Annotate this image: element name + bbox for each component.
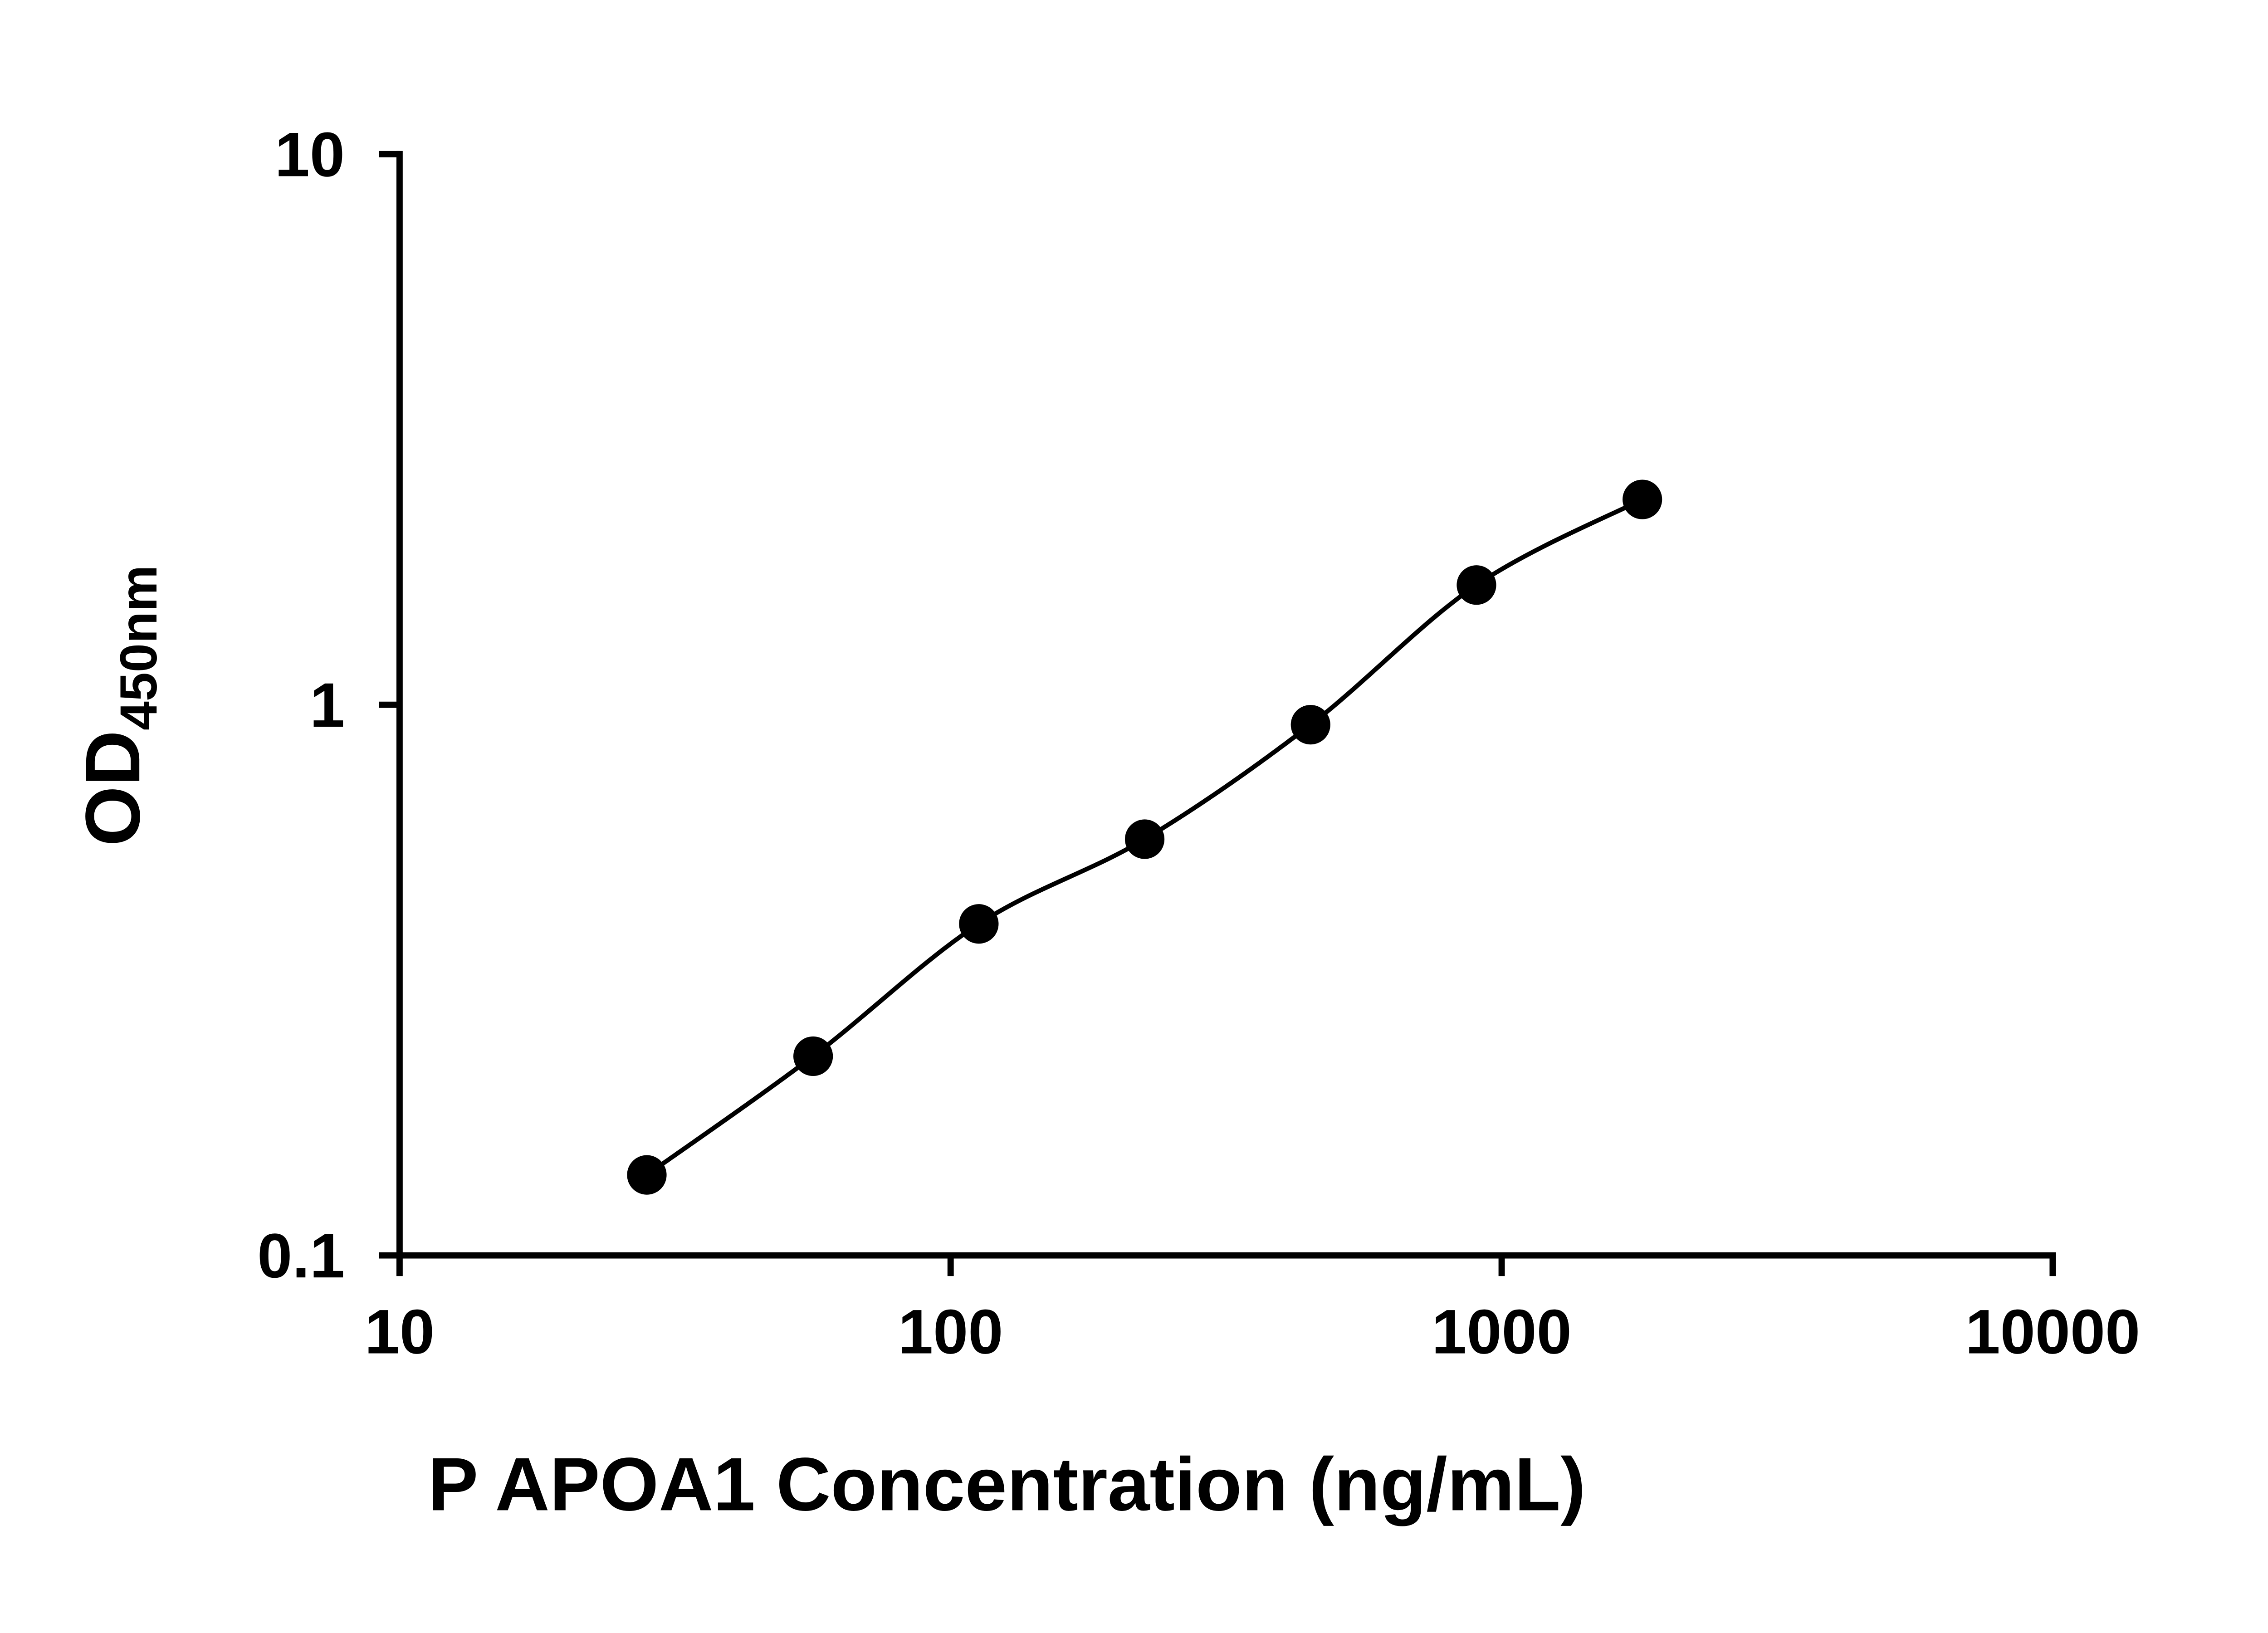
y-axis-title: OD450nm <box>70 565 168 846</box>
x-axis-title: P APOA1 Concentration (ng/mL) <box>428 1442 1585 1526</box>
data-point <box>1124 819 1165 859</box>
y-tick-label: 1 <box>310 670 345 740</box>
axes-spine <box>396 151 2056 1259</box>
x-tick-label: 100 <box>898 1297 1003 1367</box>
y-tick-label: 10 <box>275 119 345 190</box>
x-tick-label: 1000 <box>1432 1297 1572 1367</box>
data-points <box>627 479 1662 1195</box>
data-point <box>627 1155 667 1195</box>
data-point <box>1457 565 1496 605</box>
data-point <box>793 1036 833 1076</box>
x-tick-label: 10000 <box>1965 1297 2140 1367</box>
y-axis-title-main: OD <box>70 730 156 846</box>
y-tick-label: 0.1 <box>257 1221 345 1291</box>
data-point <box>1623 479 1662 519</box>
data-point <box>959 904 999 944</box>
data-point <box>1290 705 1330 745</box>
plot-area: 10 100 1000 10000 0.1 1 10 <box>257 119 2140 1367</box>
y-axis-title-subscript: 450nm <box>110 565 168 730</box>
x-tick-label: 10 <box>365 1297 435 1367</box>
